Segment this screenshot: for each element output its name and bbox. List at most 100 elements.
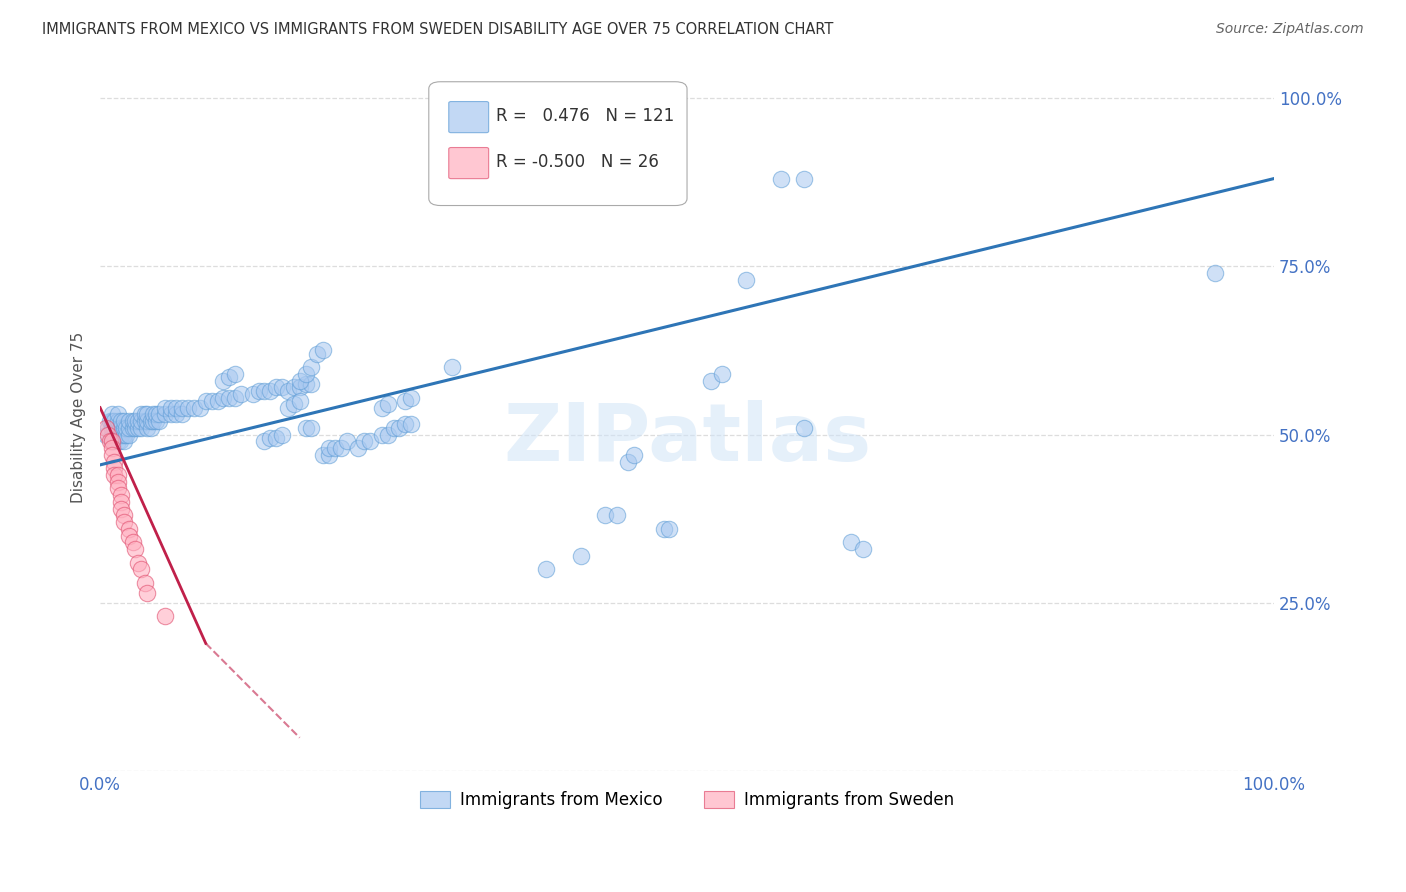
Point (183, 401, 205, 415)
Point (148, 414, 170, 428)
Text: IMMIGRANTS FROM MEXICO VS IMMIGRANTS FROM SWEDEN DISABILITY AGE OVER 75 CORRELAT: IMMIGRANTS FROM MEXICO VS IMMIGRANTS FRO… (42, 22, 834, 37)
Point (107, 475, 129, 489)
FancyBboxPatch shape (449, 102, 489, 133)
Point (377, 397, 399, 411)
Point (136, 421, 159, 435)
Point (107, 467, 129, 482)
Point (177, 401, 200, 415)
Point (212, 374, 235, 388)
Point (307, 347, 329, 361)
Point (142, 408, 165, 422)
Point (399, 417, 422, 432)
Point (159, 408, 181, 422)
Point (101, 434, 124, 449)
Point (129, 414, 152, 428)
Point (283, 397, 305, 411)
Point (153, 609, 176, 624)
Point (129, 408, 152, 422)
Point (148, 408, 170, 422)
Point (142, 414, 165, 428)
Point (110, 427, 132, 442)
Point (229, 387, 252, 401)
Point (558, 178, 581, 193)
Point (110, 495, 132, 509)
Point (371, 427, 394, 442)
Point (336, 434, 359, 449)
Point (253, 384, 276, 398)
Point (288, 374, 311, 388)
Point (172, 401, 194, 415)
Point (207, 393, 229, 408)
Point (201, 393, 224, 408)
Point (294, 367, 316, 381)
Point (115, 427, 138, 442)
Point (247, 384, 270, 398)
Point (124, 421, 146, 435)
Point (347, 441, 370, 455)
Point (98, 434, 121, 449)
Point (312, 448, 335, 462)
Point (711, 367, 734, 381)
Point (97, 427, 120, 442)
Point (134, 414, 156, 428)
FancyBboxPatch shape (429, 82, 688, 205)
Point (101, 427, 124, 442)
Point (534, 562, 557, 576)
Point (299, 377, 322, 392)
Point (153, 401, 176, 415)
Point (264, 431, 287, 445)
Point (101, 434, 124, 449)
Point (394, 417, 416, 432)
Point (103, 421, 125, 435)
Point (124, 542, 146, 557)
Point (101, 448, 124, 462)
Point (112, 421, 135, 435)
Point (382, 421, 405, 435)
Point (97, 421, 120, 435)
Point (110, 488, 132, 502)
Point (112, 508, 135, 523)
Point (101, 441, 124, 455)
Point (127, 421, 149, 435)
Point (108, 427, 131, 442)
Point (294, 377, 316, 392)
Point (103, 454, 125, 468)
Point (115, 421, 138, 435)
Point (110, 414, 132, 428)
Point (259, 384, 281, 398)
Point (264, 380, 287, 394)
Point (318, 441, 340, 455)
Point (359, 434, 381, 449)
Point (103, 434, 125, 449)
Point (224, 367, 246, 381)
Point (299, 421, 322, 435)
Point (312, 343, 335, 358)
Point (288, 380, 311, 394)
Point (323, 441, 346, 455)
Point (294, 421, 316, 435)
Point (124, 414, 146, 428)
Point (118, 528, 141, 542)
Point (194, 393, 217, 408)
Point (571, 549, 593, 563)
Text: Source: ZipAtlas.com: Source: ZipAtlas.com (1216, 22, 1364, 37)
Point (98, 414, 121, 428)
Point (353, 434, 375, 449)
Point (118, 414, 141, 428)
Point (329, 441, 352, 455)
Point (145, 408, 167, 422)
Point (136, 414, 159, 428)
Point (94, 427, 117, 442)
Point (108, 434, 131, 449)
Point (101, 408, 124, 422)
Point (112, 427, 135, 442)
Point (1204, 266, 1226, 280)
Point (103, 467, 125, 482)
Point (110, 421, 132, 435)
Point (103, 461, 125, 475)
Point (153, 408, 176, 422)
Point (769, 171, 792, 186)
Point (388, 421, 411, 435)
Point (101, 421, 124, 435)
Point (129, 562, 152, 576)
